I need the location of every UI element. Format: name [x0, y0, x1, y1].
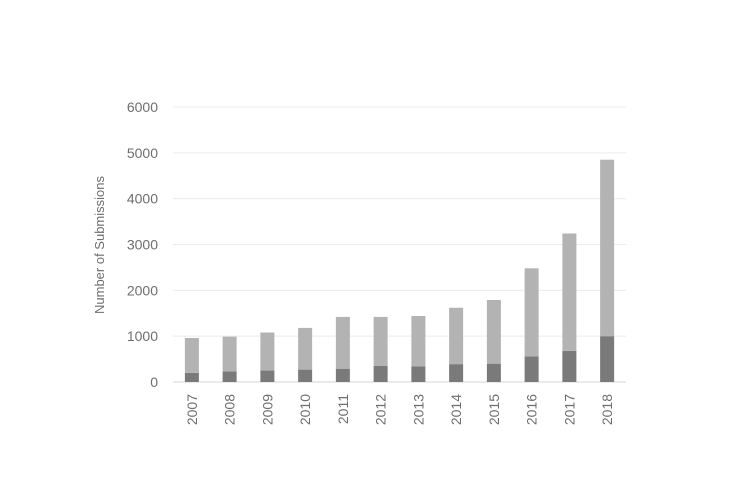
bar-segment-2010-0	[298, 369, 313, 382]
bar-segment-2014-1	[449, 307, 464, 365]
bar-segment-2008-1	[222, 336, 237, 372]
bar-segment-2016-1	[524, 268, 539, 357]
x-tick-label: 2010	[297, 394, 313, 425]
bar-segment-2017-1	[562, 233, 577, 351]
x-tick-label: 2018	[599, 394, 615, 425]
bar-segment-2015-1	[486, 299, 501, 364]
y-tick-label: 1000	[127, 328, 158, 344]
bar-segment-2007-1	[184, 338, 199, 373]
bar-segment-2008-0	[222, 371, 237, 382]
bar-segment-2015-0	[486, 363, 501, 382]
x-tick-label: 2013	[410, 394, 426, 425]
x-tick-label: 2017	[561, 394, 577, 425]
y-tick-label: 3000	[127, 237, 158, 253]
x-tick-label: 2012	[373, 394, 389, 425]
bar-segment-2013-0	[411, 366, 426, 382]
bar-segment-2009-0	[260, 370, 275, 382]
x-tick-label: 2008	[222, 394, 238, 425]
y-tick-label: 0	[150, 374, 158, 390]
bar-segment-2018-1	[600, 159, 615, 337]
bar-segment-2011-1	[335, 316, 350, 369]
bar-segment-2012-0	[373, 365, 388, 382]
x-tick-label: 2011	[335, 394, 351, 424]
bar-segment-2011-0	[335, 368, 350, 382]
x-tick-labels: 2007 2008 2009 2010 2011 2012 2013 2014 2015 2016…	[184, 394, 615, 425]
bar-segment-2018-0	[600, 336, 615, 382]
bar-segment-2007-0	[184, 372, 199, 382]
x-tick-label: 2014	[448, 394, 464, 425]
y-tick-label: 6000	[127, 99, 158, 115]
x-tick-label: 2007	[184, 394, 200, 425]
bar-segment-2009-1	[260, 332, 275, 371]
y-axis-label: Number of Submissions	[92, 176, 107, 314]
bar-segment-2013-1	[411, 316, 426, 367]
x-tick-label: 2016	[524, 394, 540, 425]
y-tick-label: 5000	[127, 145, 158, 161]
y-tick-labels: 0 1000 2000 3000 4000 5000 6000	[127, 99, 158, 390]
x-tick-label: 2015	[486, 394, 502, 425]
bars	[184, 159, 615, 382]
bar-segment-2017-0	[562, 350, 577, 382]
y-tick-label: 2000	[127, 282, 158, 298]
bar-segment-2014-0	[449, 364, 464, 382]
x-tick-label: 2009	[259, 394, 275, 425]
gridlines	[173, 106, 626, 383]
bar-segment-2010-1	[298, 327, 313, 370]
bar-segment-2012-1	[373, 316, 388, 366]
bar-segment-2016-0	[524, 356, 539, 382]
y-tick-label: 4000	[127, 191, 158, 207]
